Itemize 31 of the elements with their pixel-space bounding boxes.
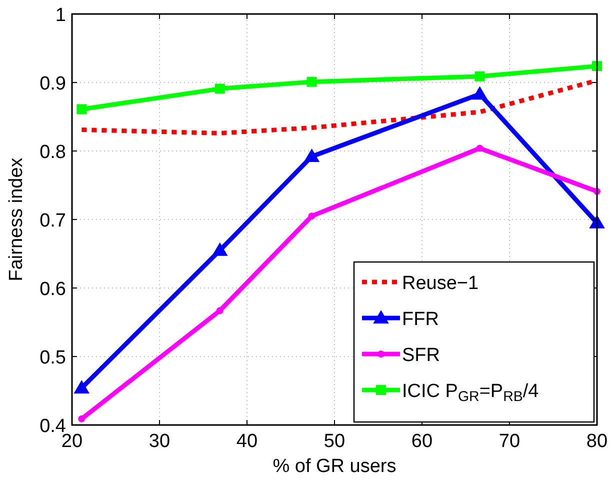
legend-label: ICIC P$_{GR}$=P$_{RB}$/4 [402, 381, 540, 406]
point [78, 415, 86, 422]
point [304, 148, 320, 162]
point [474, 71, 485, 82]
x-tick-label: 50 [324, 431, 346, 452]
y-tick-label: 0.5 [40, 348, 66, 368]
point [212, 242, 228, 256]
x-tick-label: 40 [236, 431, 258, 452]
legend-label: Reuse−1 [402, 273, 479, 294]
y-tick-label: 0.9 [40, 74, 66, 94]
x-tick-label: 20 [61, 431, 83, 452]
point [74, 380, 90, 394]
point [306, 76, 317, 87]
point [308, 212, 316, 220]
y-tick-label: 0.8 [40, 142, 66, 163]
x-tick-label: 80 [586, 431, 608, 452]
legend-label: FFR [402, 309, 439, 330]
x-tick-label: 70 [498, 431, 520, 452]
point [214, 84, 225, 94]
x-tick-label: 60 [411, 431, 433, 452]
x-tick-label: 30 [148, 431, 170, 452]
point [76, 104, 87, 114]
x-axis-title: % of GR users [272, 456, 396, 477]
point [216, 307, 224, 314]
point [472, 86, 488, 100]
point [476, 144, 484, 152]
y-tick-label: 0.7 [40, 210, 66, 232]
y-tick-label: 1 [55, 5, 66, 26]
legend-label: SFR [402, 345, 440, 366]
y-axis-title: Fairness index [6, 157, 27, 282]
y-tick-label: 0.6 [40, 279, 66, 300]
